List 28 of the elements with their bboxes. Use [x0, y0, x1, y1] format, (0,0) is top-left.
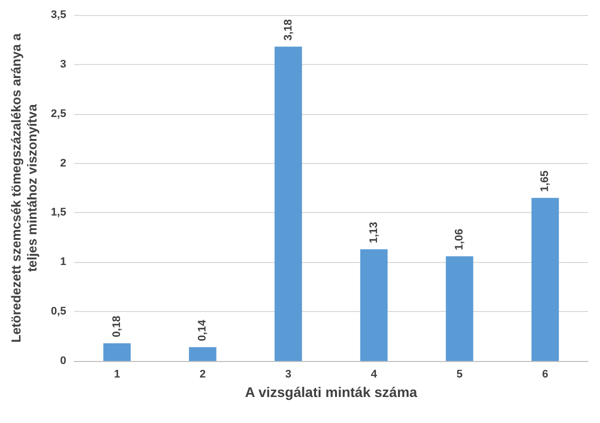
x-axis-title: A vizsgálati minták száma	[244, 384, 418, 400]
x-tick-label: 4	[370, 368, 378, 380]
bar	[103, 343, 131, 361]
data-label: 0,18	[111, 316, 124, 338]
y-tick-label: 1,5	[50, 206, 66, 219]
bar	[274, 46, 302, 361]
y-tick-label: 2	[60, 157, 66, 170]
x-tick-label: 5	[456, 368, 463, 380]
data-label: 3,18	[282, 19, 294, 41]
y-tick-label: 3	[60, 58, 66, 70]
y-tick-label: 0,5	[50, 306, 66, 318]
bar	[531, 198, 559, 361]
y-axis-title: Letöredezett szemcsék tömegszázalékos aránya a teljes mintához viszonyítva	[8, 32, 40, 343]
bar	[188, 347, 216, 361]
x-tick-label: 1	[114, 368, 120, 380]
data-label: 0,14	[196, 318, 209, 342]
y-tick-label: 0	[60, 355, 66, 367]
data-label: 1,06	[454, 228, 466, 250]
bar	[446, 256, 474, 361]
bar	[360, 249, 388, 361]
data-label: 1,65	[539, 170, 552, 192]
x-tick-label: 2	[200, 368, 206, 380]
y-tick-label: 2,5	[50, 108, 66, 120]
x-tick-label: 3	[285, 368, 292, 380]
data-label: 1,13	[368, 222, 380, 244]
y-tick-label: 3,5	[50, 9, 66, 21]
x-tick-label: 6	[542, 368, 548, 380]
y-tick-label: 1	[60, 256, 66, 268]
